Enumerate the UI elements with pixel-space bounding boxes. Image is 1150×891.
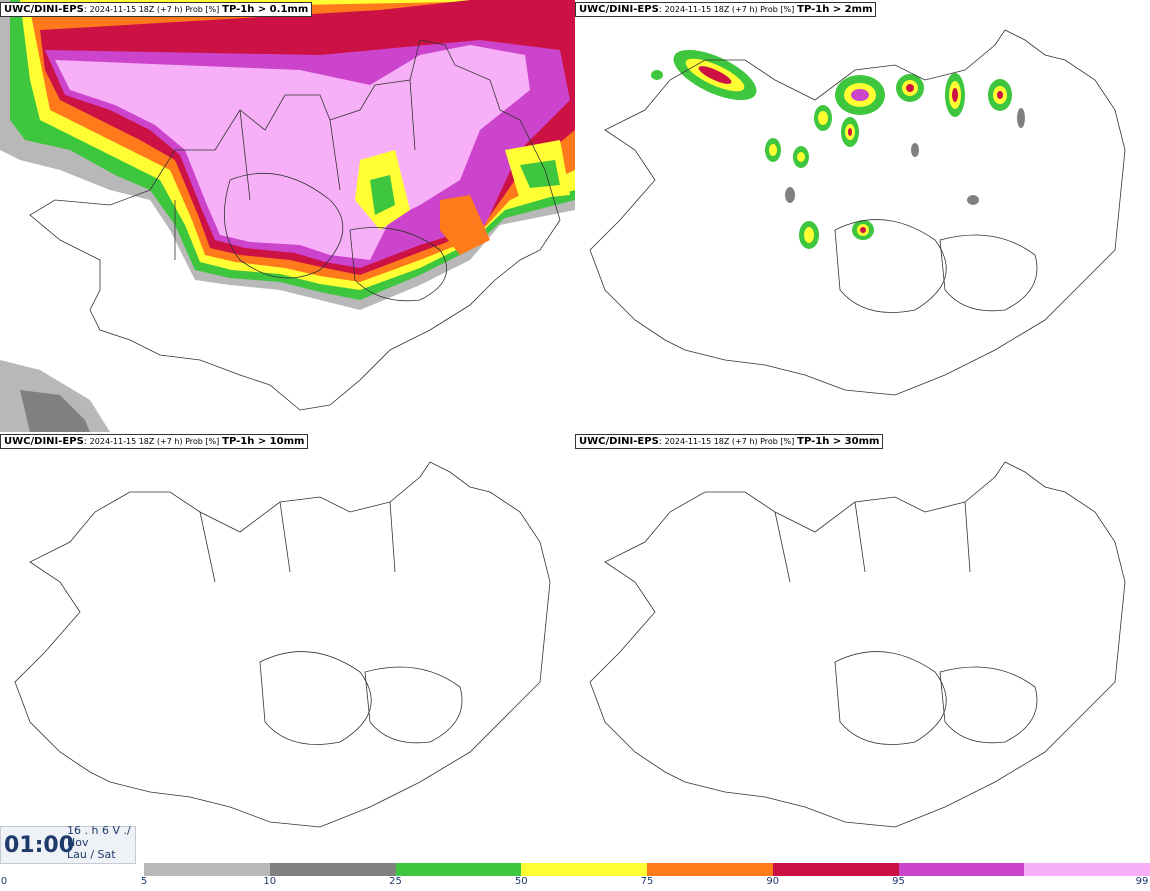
colorbar-segment [395,863,522,876]
panel-title: UWC/DINI-EPS: 2024-11-15 18Z (+7 h) Prob… [0,2,313,17]
colorbar-tick-label: 99 [1135,876,1149,887]
colorbar-segment [144,863,270,876]
panel-title: UWC/DINI-EPS: 2024-11-15 18Z (+7 h) Prob… [575,434,884,449]
valid-time-box: 01:00 16 . h 6 V ./ Nov Lau / Sat [0,824,136,864]
colorbar-tick-label: 25 [389,876,402,887]
colorbar-segment [898,863,1025,876]
panel-title: UWC/DINI-EPS: 2024-11-15 18Z (+7 h) Prob… [0,434,309,449]
map-panel-0.1mm: UWC/DINI-EPS: 2024-11-15 18Z (+7 h) Prob… [0,0,575,432]
map-panel-30mm: UWC/DINI-EPS: 2024-11-15 18Z (+7 h) Prob… [575,432,1150,864]
panel-title: UWC/DINI-EPS: 2024-11-15 18Z (+7 h) Prob… [575,2,877,17]
colorbar-tick-label: 5 [140,876,148,887]
precip-map-svg [589,29,1126,396]
map-panel-10mm: UWC/DINI-EPS: 2024-11-15 18Z (+7 h) Prob… [0,432,575,864]
colorbar-tick-label: 95 [892,876,905,887]
colorbar-tick-label: 90 [766,876,780,887]
colorbar-segment [647,863,773,876]
colorbar-ticks: 0 5 10 25 50 75 90 95 99 [0,876,1150,891]
colorbar-tick-label: 10 [263,876,277,887]
colorbar-tick-label: 75 [640,876,654,887]
precip-map-svg [589,461,1126,828]
colorbar-tick-label: 50 [514,876,528,887]
colorbar-segment [269,863,396,876]
probability-colorbar [144,863,1150,876]
colorbar-segment [1024,863,1150,876]
colorbar-segment [772,863,899,876]
valid-time-clock: 01:00 [4,833,75,858]
colorbar-tick-label: 0 [0,876,8,887]
precip-map-svg [14,461,551,828]
colorbar-segment [521,863,647,876]
valid-time-date: 16 . h 6 V ./ Nov Lau / Sat [67,824,131,861]
map-panel-2mm: UWC/DINI-EPS: 2024-11-15 18Z (+7 h) Prob… [575,0,1150,432]
precip-map-svg [0,0,575,432]
